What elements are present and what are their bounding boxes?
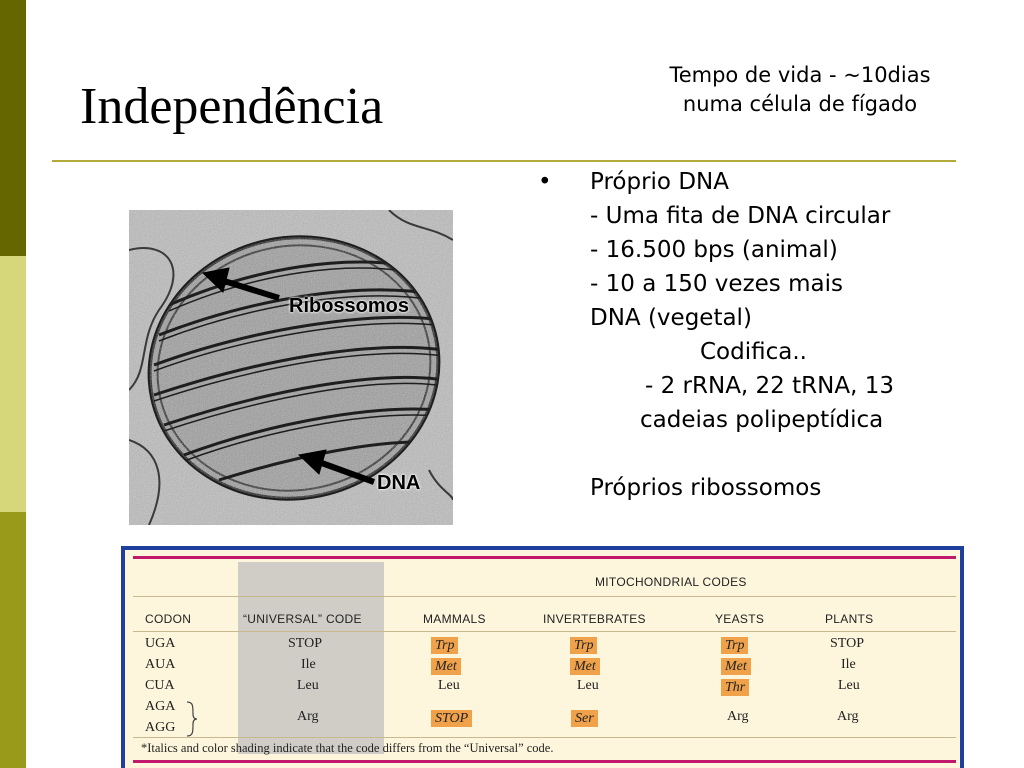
bullet-line-9: Próprios ribossomos xyxy=(590,475,822,501)
bullet-line-3: - 16.500 bps (animal) xyxy=(590,237,838,263)
bullet-line-6: Codifica.. xyxy=(700,339,807,365)
codon-brace xyxy=(186,701,198,737)
sidebar-block-dark xyxy=(0,0,26,256)
sidebar-decoration xyxy=(0,0,26,768)
cell-plants: Arg xyxy=(837,709,859,724)
group-header: MITOCHONDRIAL CODES xyxy=(595,575,747,589)
cell-mammals-highlight: Met xyxy=(431,658,461,675)
cell-plants: Ile xyxy=(841,657,856,672)
cell-codon: CUA xyxy=(145,678,175,693)
universal-column-shading xyxy=(238,562,384,754)
mitochondrion-micrograph: Ribossomos DNA xyxy=(128,209,454,526)
table-footnote: *Italics and color shading indicate that… xyxy=(141,741,554,755)
lifespan-note: Tempo de vida - ~10dias numa célula de f… xyxy=(615,61,985,119)
cell-mammals-highlight: Trp xyxy=(431,637,459,654)
table-header-divider xyxy=(133,596,956,597)
lifespan-line-1: Tempo de vida - ~10dias xyxy=(669,63,931,87)
bullet-marker: • xyxy=(538,169,552,195)
table-body-divider xyxy=(133,631,956,632)
cell-universal: Arg xyxy=(297,709,319,724)
col-header-universal: “UNIVERSAL” CODE xyxy=(243,612,362,626)
cell-universal: Leu xyxy=(297,678,319,693)
cell-codon-aga: AGA xyxy=(145,699,176,714)
cell-codon-agg: AGG xyxy=(145,720,176,735)
col-header-yeasts: YEASTS xyxy=(715,612,765,626)
col-header-mammals: MAMMALS xyxy=(423,612,486,626)
cell-codon: UGA xyxy=(145,636,176,651)
table-top-accent xyxy=(133,556,956,559)
cell-plants: STOP xyxy=(830,636,864,651)
cell-yeasts: Arg xyxy=(727,709,749,724)
cell-invertebrates-highlight: Met xyxy=(570,658,600,675)
dna-label: DNA xyxy=(377,472,421,494)
table-foot-divider xyxy=(133,737,956,738)
bullet-line-4: - 10 a 150 vezes mais xyxy=(590,271,843,297)
codon-table: MITOCHONDRIAL CODES CODON “UNIVERSAL” CO… xyxy=(121,546,964,768)
bullet-line-5: DNA (vegetal) xyxy=(590,305,752,331)
cell-invertebrates-highlight: Trp xyxy=(570,637,598,654)
micrograph-image xyxy=(128,209,454,526)
sidebar-block-mid xyxy=(0,512,26,768)
table-bottom-accent xyxy=(133,760,956,763)
col-header-invertebrates: INVERTEBRATES xyxy=(543,612,646,626)
cell-yeasts-highlight: Met xyxy=(721,658,751,675)
cell-yeasts-highlight: Trp xyxy=(721,637,749,654)
cell-invertebrates: Leu xyxy=(577,678,599,693)
lifespan-line-2: numa célula de fígado xyxy=(682,92,918,116)
sidebar-block-light xyxy=(0,256,26,512)
cell-universal: Ile xyxy=(301,657,316,672)
cell-plants: Leu xyxy=(838,678,860,693)
slide-title: Independência xyxy=(80,78,384,135)
ribosomes-label: Ribossomos xyxy=(289,295,410,317)
bullet-line-7: - 2 rRNA, 22 tRNA, 13 xyxy=(645,373,894,399)
col-header-plants: PLANTS xyxy=(825,612,874,626)
bullet-line-2: - Uma fita de DNA circular xyxy=(590,203,891,229)
cell-yeasts-highlight: Thr xyxy=(721,679,750,696)
col-header-codon: CODON xyxy=(145,612,192,626)
bullet-line-1: Próprio DNA xyxy=(590,169,729,195)
bullet-line-8: cadeias polipeptídica xyxy=(640,407,884,433)
cell-invertebrates-highlight: Ser xyxy=(571,710,598,727)
title-divider xyxy=(52,160,956,162)
cell-universal: STOP xyxy=(288,636,322,651)
cell-mammals: Leu xyxy=(438,678,460,693)
cell-codon: AUA xyxy=(145,657,176,672)
cell-mammals-highlight: STOP xyxy=(431,710,473,727)
